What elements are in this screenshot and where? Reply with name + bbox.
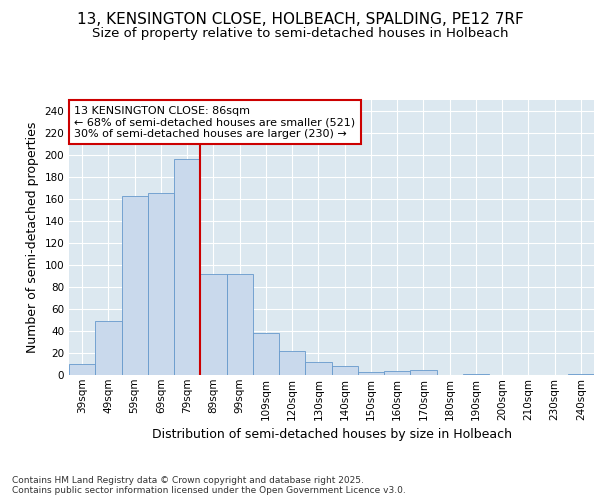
Bar — [253, 333, 279, 375]
Text: 13, KENSINGTON CLOSE, HOLBEACH, SPALDING, PE12 7RF: 13, KENSINGTON CLOSE, HOLBEACH, SPALDING… — [77, 12, 523, 28]
Bar — [148, 194, 174, 375]
Bar — [227, 274, 253, 375]
Bar — [121, 196, 148, 375]
Bar — [95, 321, 121, 375]
Bar — [174, 160, 200, 375]
Bar — [200, 274, 227, 375]
Bar — [384, 370, 410, 375]
Bar — [410, 370, 437, 375]
Bar — [331, 366, 358, 375]
Bar — [69, 364, 95, 375]
Y-axis label: Number of semi-detached properties: Number of semi-detached properties — [26, 122, 39, 353]
X-axis label: Distribution of semi-detached houses by size in Holbeach: Distribution of semi-detached houses by … — [151, 428, 511, 441]
Bar — [463, 374, 489, 375]
Bar — [305, 362, 331, 375]
Bar — [358, 372, 384, 375]
Text: Contains HM Land Registry data © Crown copyright and database right 2025.
Contai: Contains HM Land Registry data © Crown c… — [12, 476, 406, 495]
Text: 13 KENSINGTON CLOSE: 86sqm
← 68% of semi-detached houses are smaller (521)
30% o: 13 KENSINGTON CLOSE: 86sqm ← 68% of semi… — [74, 106, 355, 138]
Bar — [568, 374, 594, 375]
Bar — [279, 351, 305, 375]
Text: Size of property relative to semi-detached houses in Holbeach: Size of property relative to semi-detach… — [92, 28, 508, 40]
